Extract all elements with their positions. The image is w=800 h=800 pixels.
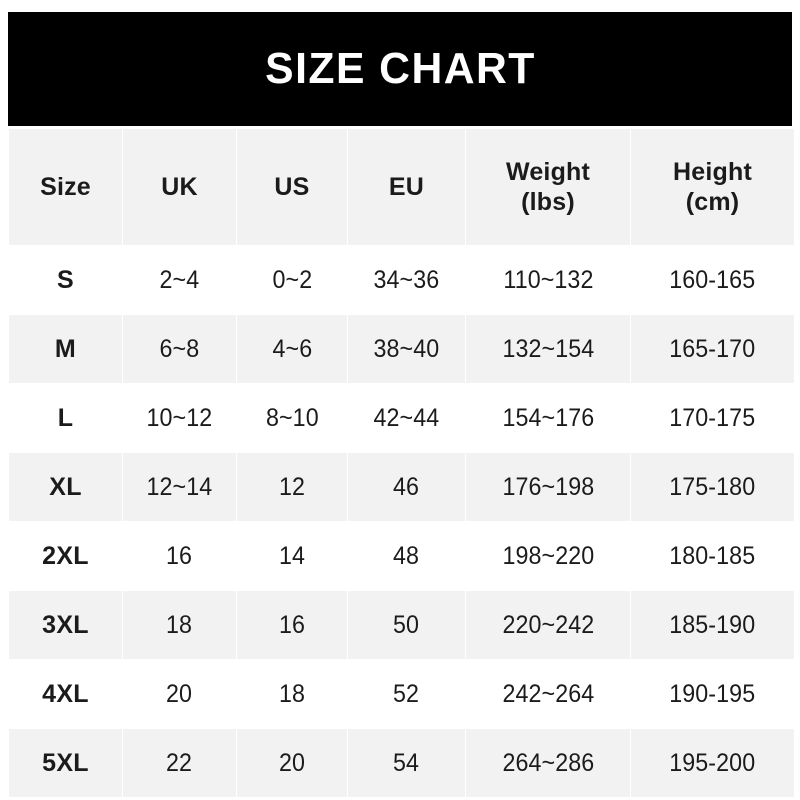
cell-eu: 52 [348,660,465,728]
cell-height: 185-190 [631,591,794,659]
cell-height: 175-180 [631,453,794,521]
table-row: 4XL 20 18 52 242~264 190-195 [9,660,794,728]
cell-size: 4XL [9,660,122,728]
cell-size: S [9,246,122,314]
table-row: 3XL 18 16 50 220~242 185-190 [9,591,794,659]
column-header-height-line2: (cm) [685,188,740,216]
column-header-weight-line2: (lbs) [521,188,575,216]
cell-height: 190-195 [631,660,794,728]
cell-us: 14 [237,522,347,590]
cell-eu: 34~36 [348,246,465,314]
cell-weight: 154~176 [466,384,630,452]
cell-height: 180-185 [631,522,794,590]
column-header-weight: Weight (lbs) [466,129,630,245]
column-header-eu: EU [348,129,465,245]
cell-us: 12 [237,453,347,521]
cell-eu: 50 [348,591,465,659]
cell-weight: 110~132 [466,246,630,314]
title-banner: SIZE CHART [8,12,792,126]
cell-eu: 42~44 [348,384,465,452]
cell-us: 8~10 [237,384,347,452]
cell-eu: 54 [348,729,465,797]
cell-uk: 12~14 [123,453,236,521]
cell-height: 195-200 [631,729,794,797]
cell-size: 5XL [9,729,122,797]
cell-eu: 46 [348,453,465,521]
cell-uk: 20 [123,660,236,728]
cell-eu: 38~40 [348,315,465,383]
page-title: SIZE CHART [264,44,536,93]
column-header-us-line1: US [274,172,310,201]
cell-us: 20 [237,729,347,797]
cell-uk: 10~12 [123,384,236,452]
cell-size: 2XL [9,522,122,590]
cell-uk: 22 [123,729,236,797]
column-header-uk-line1: UK [161,172,198,201]
table-row: XL 12~14 12 46 176~198 175-180 [9,453,794,521]
cell-us: 16 [237,591,347,659]
cell-eu: 48 [348,522,465,590]
size-chart-table: Size UK US EU Weight (lbs) Height (cm) [8,128,795,798]
cell-weight: 198~220 [466,522,630,590]
cell-size: XL [9,453,122,521]
cell-weight: 242~264 [466,660,630,728]
column-header-eu-line1: EU [388,172,425,201]
cell-size: L [9,384,122,452]
cell-height: 160-165 [631,246,794,314]
cell-height: 165-170 [631,315,794,383]
table-row: S 2~4 0~2 34~36 110~132 160-165 [9,246,794,314]
cell-uk: 6~8 [123,315,236,383]
table-header-row: Size UK US EU Weight (lbs) Height (cm) [9,129,794,245]
cell-uk: 16 [123,522,236,590]
cell-size: M [9,315,122,383]
table-row: 2XL 16 14 48 198~220 180-185 [9,522,794,590]
column-header-weight-line1: Weight [505,157,591,186]
cell-weight: 264~286 [466,729,630,797]
cell-us: 18 [237,660,347,728]
cell-weight: 176~198 [466,453,630,521]
cell-us: 4~6 [237,315,347,383]
table-row: M 6~8 4~6 38~40 132~154 165-170 [9,315,794,383]
column-header-height: Height (cm) [631,129,794,245]
column-header-us: US [237,129,347,245]
table-row: L 10~12 8~10 42~44 154~176 170-175 [9,384,794,452]
cell-uk: 18 [123,591,236,659]
cell-size: 3XL [9,591,122,659]
cell-weight: 132~154 [466,315,630,383]
cell-us: 0~2 [237,246,347,314]
column-header-height-line1: Height [673,157,752,186]
column-header-uk: UK [123,129,236,245]
column-header-size: Size [9,129,122,245]
cell-weight: 220~242 [466,591,630,659]
column-header-size-line1: Size [40,172,91,201]
cell-height: 170-175 [631,384,794,452]
cell-uk: 2~4 [123,246,236,314]
table-row: 5XL 22 20 54 264~286 195-200 [9,729,794,797]
